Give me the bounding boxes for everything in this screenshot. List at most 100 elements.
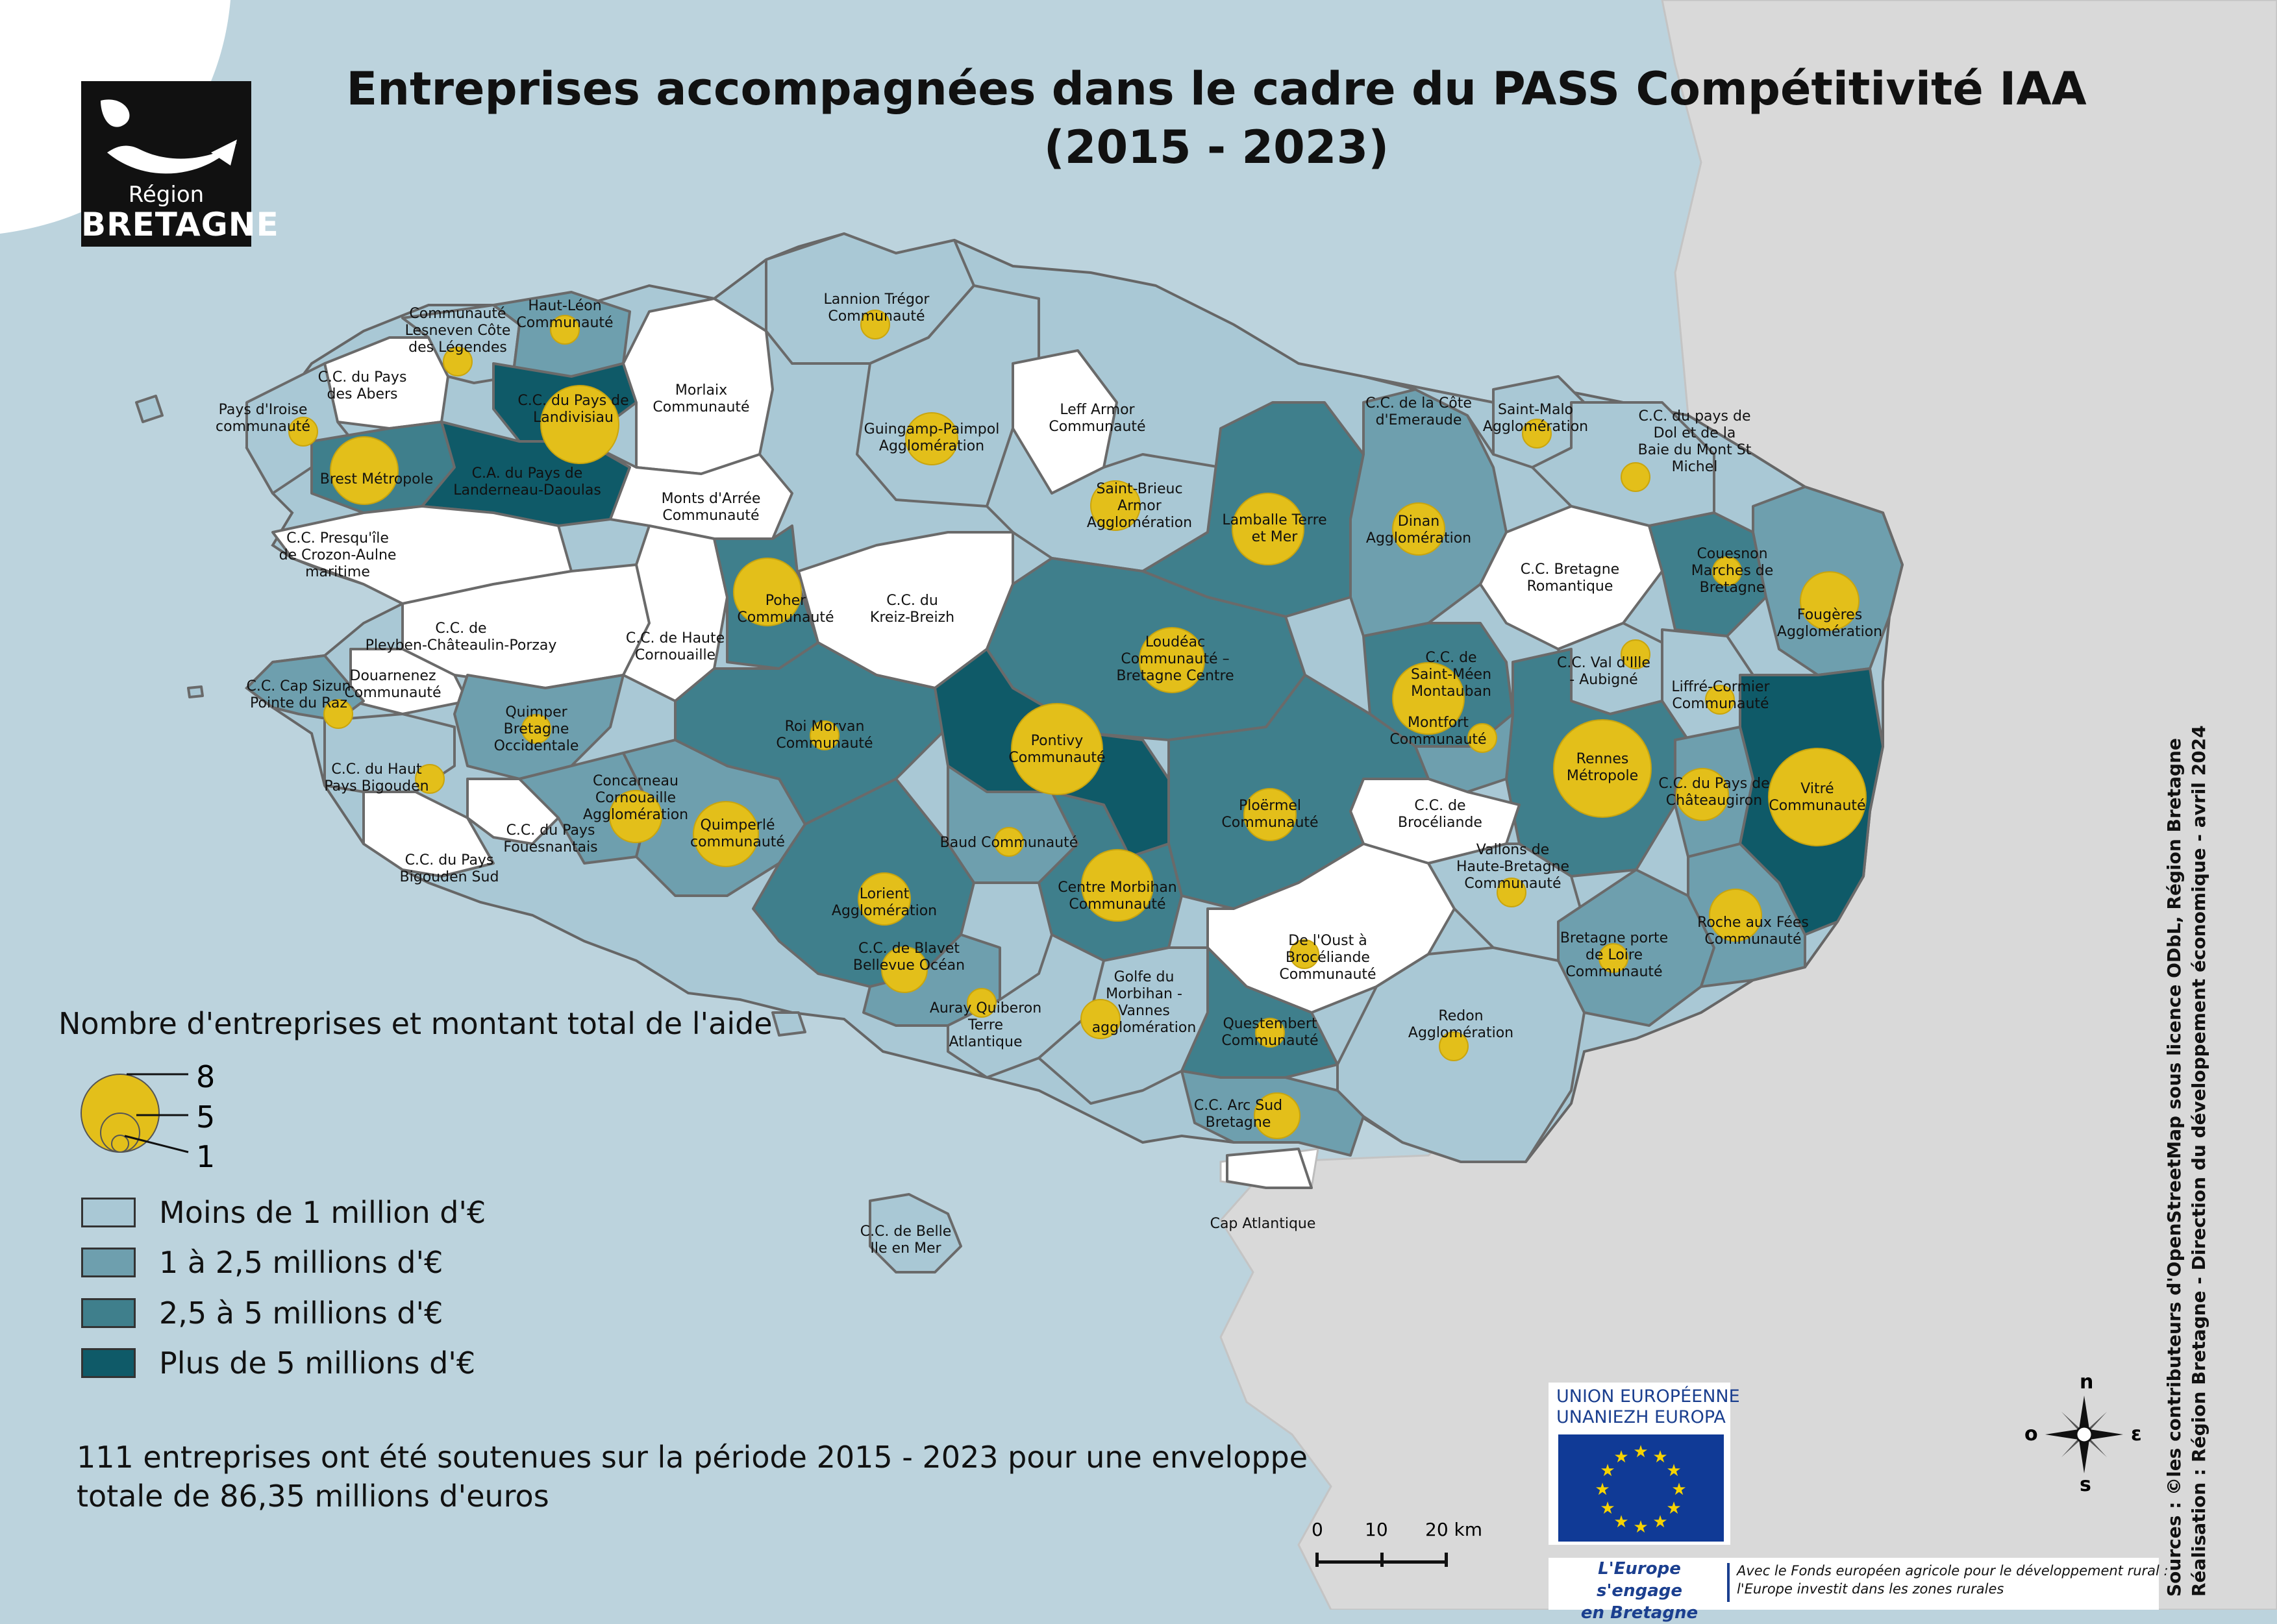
label-redon: Redon Agglomération (1408, 1008, 1513, 1041)
circle-montfort (1467, 723, 1497, 753)
label-capatlantique: Cap Atlantique (1210, 1216, 1316, 1232)
island-sein (187, 685, 204, 698)
circle-lesneven (443, 347, 473, 376)
map-title-line2: (2015 - 2023) (1043, 121, 1389, 174)
label-crozon: C.C. Presqu'île de Crozon-Aulne maritime (279, 530, 397, 580)
eu-feader-banner: L'Europe s'engage en Bretagne Avec le Fo… (1549, 1558, 2169, 1623)
circle-loudeac (1139, 627, 1205, 693)
legend-label: 1 à 2,5 millions d'€ (159, 1245, 443, 1280)
eu-line2: UNANIEZH EUROPA (1556, 1407, 1726, 1427)
label-guingamp: Guingamp-Paimpol Agglomération (864, 421, 1000, 454)
label-centremorbihan: Centre Morbihan Communauté (1058, 880, 1177, 913)
svg-text:★: ★ (1600, 1499, 1615, 1518)
compass-s: s (2080, 1473, 2091, 1496)
scale-label-10: 10 (1365, 1519, 1388, 1540)
label-questembert: Questembert Communauté (1221, 1016, 1318, 1049)
compass-icon (2045, 1396, 2123, 1473)
circle-pontivy (1011, 703, 1103, 795)
label-stmalo: Saint-Malo Agglomération (1483, 402, 1588, 435)
region-bretagne-logo: Région BRETAGNE (81, 81, 279, 247)
legend-label: Plus de 5 millions d'€ (159, 1346, 476, 1381)
label-kreizbreizh: C.C. du Kreiz-Breizh (870, 593, 954, 626)
legend-circle-1 (111, 1135, 129, 1153)
label-baud: Baud Communauté (940, 835, 1078, 851)
svg-text:★: ★ (1652, 1512, 1667, 1532)
compass-n: n (2080, 1371, 2094, 1394)
circle-baud (994, 827, 1024, 857)
neighbour-land-east (1219, 0, 2277, 1610)
map-labels: Communauté Lesneven Côte des Légendes Haut… (216, 291, 1882, 1257)
eu-flag-icon: ★ ★ ★ ★ ★ ★ ★ ★ ★ ★ ★ ★ (1558, 1434, 1724, 1542)
circle-lannion (860, 310, 890, 339)
circle-oust (1289, 939, 1319, 969)
circle-guingamp (905, 412, 958, 465)
circle-coueshon (1712, 556, 1742, 586)
circle-chateaugiron (1676, 768, 1729, 821)
svg-text:★: ★ (1633, 1518, 1648, 1537)
circle-iroise (288, 417, 318, 447)
label-stmeen: C.C. de Saint-Méen Montauban (1411, 650, 1491, 700)
eu-fund-line2: l'Europe investit dans les zones rurales (1737, 1581, 2004, 1597)
circle-redon (1439, 1031, 1469, 1061)
svg-text:★: ★ (1671, 1480, 1686, 1499)
legend-circle-label-5: 5 (196, 1100, 215, 1135)
island-groix (771, 1011, 806, 1037)
epci-capatlantique (1226, 1148, 1313, 1189)
label-douarnenez: Douarnenez Communauté (344, 668, 441, 701)
logo-bretagne-text: BRETAGNE (81, 206, 279, 243)
circle-dol (1621, 462, 1650, 492)
sources-note: Sources : ©les contributeurs d'OpenStree… (2162, 725, 2211, 1597)
label-vallons: Vallons de Haute-Bretagne Communauté (1456, 842, 1569, 892)
label-roimorvan: Roi Morvan Communauté (776, 719, 873, 752)
circle-blavet (881, 946, 928, 993)
label-ploermel: Ploërmel Communauté (1221, 798, 1318, 831)
label-blavet: C.C. de Blavet Bellevue Océan (853, 941, 965, 974)
label-fougeres: Fougères Agglomération (1777, 607, 1882, 640)
compass-rose: n s o ε (2024, 1371, 2143, 1496)
legend-swatch (81, 1298, 136, 1328)
legend-circles: 8 5 1 (81, 1059, 215, 1174)
epci-morlaix (622, 297, 774, 475)
eu-fund-text: Avec le Fonds européen agricole pour le … (1737, 1562, 2169, 1598)
svg-text:★: ★ (1613, 1512, 1628, 1532)
label-leffarmor: Leff Armor Communauté (1049, 402, 1145, 435)
island-belleile (869, 1193, 962, 1273)
sources-line1: Sources : ©les contributeurs d'OpenStree… (2163, 738, 2185, 1597)
eu-slogan-line1: L'Europe s'engage (1597, 1559, 1682, 1601)
label-liffre: Liffré-Cormier Communauté (1671, 679, 1770, 712)
label-iroise: Pays d'Iroise communauté (216, 402, 310, 435)
eu-fund-line1: Avec le Fonds européen agricole pour le … (1737, 1563, 2169, 1579)
circle-hautbigouden (415, 764, 445, 794)
circle-dinan (1392, 502, 1445, 556)
circle-auray (967, 988, 997, 1018)
label-poher: Poher Communauté (737, 593, 834, 626)
label-lesneven: Communauté Lesneven Côte des Légendes (405, 306, 511, 356)
circle-vallons (1497, 878, 1526, 907)
epci-bigoudensud (362, 791, 495, 878)
label-oust: De l'Oust à Brocéliande Communauté (1279, 933, 1376, 983)
circle-portedeloire (1599, 943, 1628, 973)
legend-label: Moins de 1 million d'€ (159, 1195, 486, 1230)
circle-lorient (858, 872, 911, 926)
svg-text:★: ★ (1666, 1499, 1681, 1518)
label-broceliande: C.C. de Brocéliande (1398, 798, 1482, 831)
label-capsizun: C.C. Cap Sizun Pointe du Raz (246, 678, 351, 711)
circle-golfe (1080, 999, 1121, 1039)
label-belleile: C.C. de Belle Ile en Mer (860, 1224, 952, 1257)
ermine-icon (101, 99, 237, 174)
eu-slogan: L'Europe s'engage en Bretagne (1555, 1558, 1724, 1624)
circle-stmalo (1522, 419, 1552, 449)
label-arcsud: C.C. Arc Sud Bretagne (1194, 1098, 1282, 1131)
svg-text:★: ★ (1652, 1447, 1667, 1467)
label-abers: C.C. du Pays des Abers (318, 369, 407, 402)
circle-questembert (1255, 1018, 1285, 1048)
label-golfe: Golfe du Morbihan -Vannes agglomération (1092, 969, 1197, 1036)
legend-swatch (81, 1348, 136, 1378)
circle-rennes (1553, 719, 1652, 818)
circle-hautleon (550, 315, 580, 345)
circle-stmeen (1392, 662, 1465, 735)
label-hautbigouden: C.C. du Haut Pays Bigouden (324, 761, 429, 794)
label-lamballe: Lamballe Terre et Mer (1222, 512, 1326, 545)
label-quimperle: Quimperlé communauté (690, 817, 785, 850)
